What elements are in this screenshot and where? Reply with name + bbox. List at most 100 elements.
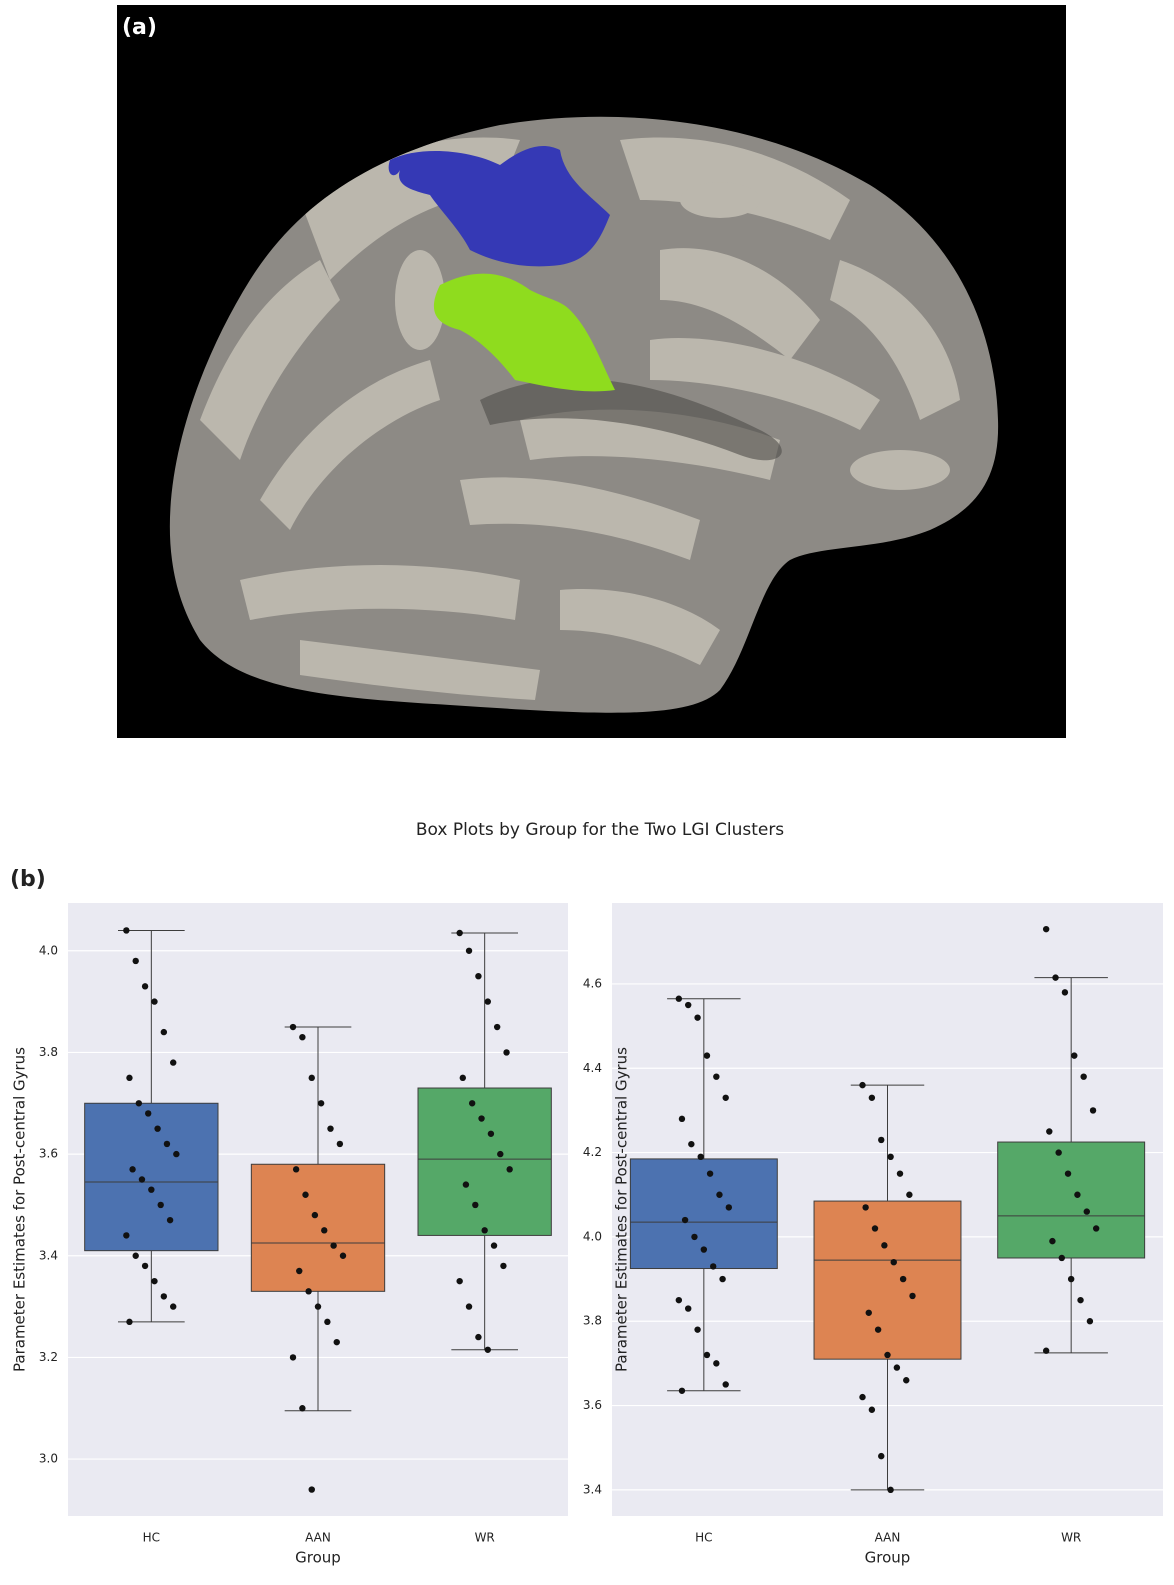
data-point	[170, 1303, 176, 1309]
data-point	[324, 1319, 330, 1325]
data-point	[321, 1227, 327, 1233]
data-point	[129, 1166, 135, 1172]
data-point	[1043, 1348, 1049, 1354]
data-point	[1077, 1297, 1083, 1303]
data-point	[1068, 1276, 1074, 1282]
data-point	[894, 1364, 900, 1370]
data-point	[126, 1075, 132, 1081]
data-point	[1087, 1318, 1093, 1324]
data-point	[463, 1181, 469, 1187]
data-point	[142, 983, 148, 989]
data-point	[309, 1486, 315, 1492]
y-tick-label: 3.6	[583, 1398, 602, 1412]
y-tick-label: 3.4	[39, 1248, 58, 1262]
data-point	[1074, 1192, 1080, 1198]
data-point	[151, 998, 157, 1004]
data-point	[123, 927, 129, 933]
data-point	[148, 1186, 154, 1192]
data-point	[460, 1075, 466, 1081]
y-tick-label: 3.8	[39, 1045, 58, 1059]
data-point	[142, 1263, 148, 1269]
data-point	[872, 1225, 878, 1231]
data-point	[704, 1052, 710, 1058]
data-point	[456, 1278, 462, 1284]
data-point	[154, 1125, 160, 1131]
box	[998, 1142, 1145, 1258]
data-point	[302, 1192, 308, 1198]
data-point	[716, 1192, 722, 1198]
data-point	[694, 1326, 700, 1332]
data-point	[456, 930, 462, 936]
data-point	[859, 1082, 865, 1088]
data-point	[330, 1242, 336, 1248]
data-point	[1062, 989, 1068, 995]
x-axis-label: Group	[295, 1549, 341, 1567]
data-point	[713, 1360, 719, 1366]
data-point	[126, 1319, 132, 1325]
data-point	[296, 1268, 302, 1274]
data-point	[679, 1388, 685, 1394]
y-tick-label: 4.0	[583, 1229, 602, 1243]
data-point	[726, 1204, 732, 1210]
x-tick-label: WR	[1061, 1531, 1081, 1545]
data-point	[1043, 926, 1049, 932]
data-point	[466, 1303, 472, 1309]
data-point	[679, 1116, 685, 1122]
panel-label: (b)	[10, 867, 46, 892]
data-point	[713, 1073, 719, 1079]
data-point	[488, 1131, 494, 1137]
data-point	[139, 1176, 145, 1182]
data-point	[478, 1115, 484, 1121]
data-point	[485, 1347, 491, 1353]
box	[85, 1103, 218, 1250]
data-point	[485, 998, 491, 1004]
data-point	[723, 1095, 729, 1101]
figure: (a) Box Plots by Group for the Two LGI C…	[0, 0, 1174, 1585]
y-axis-label: Parameter Estimates for Post-central Gyr…	[613, 1047, 631, 1372]
data-point	[685, 1002, 691, 1008]
data-point	[290, 1354, 296, 1360]
suptitle: Box Plots by Group for the Two LGI Clust…	[416, 820, 784, 840]
data-point	[710, 1263, 716, 1269]
data-point	[869, 1095, 875, 1101]
data-point	[170, 1059, 176, 1065]
x-tick-label: AAN	[305, 1531, 331, 1545]
data-point	[167, 1217, 173, 1223]
data-point	[318, 1100, 324, 1106]
data-point	[475, 1334, 481, 1340]
box	[251, 1164, 384, 1291]
data-point	[305, 1288, 311, 1294]
data-point	[161, 1293, 167, 1299]
y-tick-label: 3.2	[39, 1350, 58, 1364]
data-point	[723, 1381, 729, 1387]
data-point	[500, 1263, 506, 1269]
data-point	[123, 1232, 129, 1238]
data-point	[334, 1339, 340, 1345]
data-point	[164, 1141, 170, 1147]
data-point	[299, 1405, 305, 1411]
data-point	[866, 1310, 872, 1316]
data-point	[312, 1212, 318, 1218]
data-point	[315, 1303, 321, 1309]
data-point	[688, 1141, 694, 1147]
data-point	[472, 1202, 478, 1208]
data-point	[701, 1246, 707, 1252]
data-point	[1093, 1225, 1099, 1231]
data-point	[900, 1276, 906, 1282]
data-point	[1046, 1128, 1052, 1134]
data-point	[506, 1166, 512, 1172]
data-point	[869, 1407, 875, 1413]
data-point	[897, 1170, 903, 1176]
y-tick-label: 4.2	[583, 1145, 602, 1159]
data-point	[481, 1227, 487, 1233]
data-point	[337, 1141, 343, 1147]
x-tick-label: HC	[143, 1531, 160, 1545]
data-point	[719, 1276, 725, 1282]
panel-label: (a)	[122, 15, 157, 40]
data-point	[1055, 1149, 1061, 1155]
data-point	[682, 1217, 688, 1223]
data-point	[1084, 1208, 1090, 1214]
data-point	[878, 1453, 884, 1459]
data-point	[497, 1151, 503, 1157]
data-point	[494, 1024, 500, 1030]
